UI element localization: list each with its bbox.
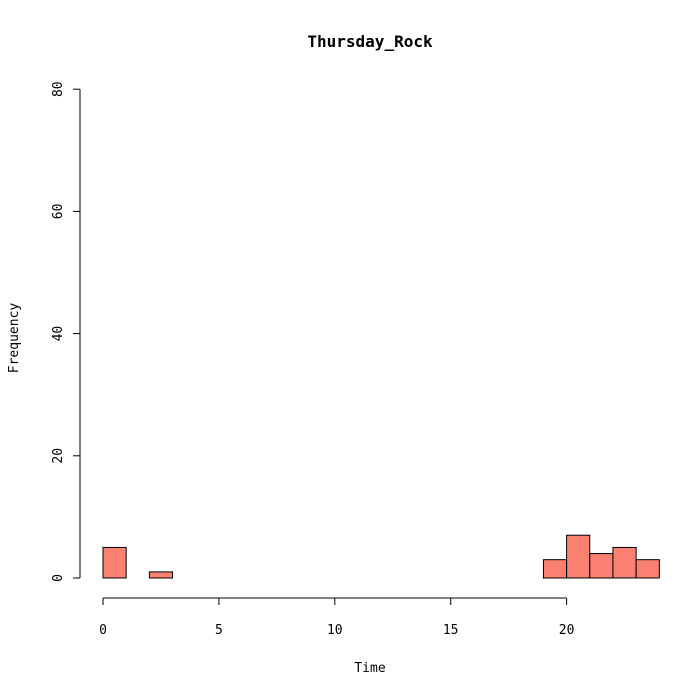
x-tick-label: 5	[215, 623, 223, 638]
x-axis: 0 5 10 15 20	[99, 597, 575, 638]
x-tick-label: 0	[99, 623, 107, 638]
y-tick-label: 40	[51, 326, 66, 342]
histogram-bar	[148, 571, 174, 579]
histogram-bar	[102, 546, 127, 579]
y-tick-label: 60	[51, 204, 66, 220]
histogram-bar	[542, 559, 568, 579]
histogram-bar	[589, 553, 614, 579]
x-axis-label: Time	[354, 661, 385, 676]
y-axis-label: Frequency	[7, 303, 22, 374]
x-tick-label: 20	[559, 623, 575, 638]
x-tick-label: 15	[443, 623, 459, 638]
histogram-bar	[566, 534, 591, 579]
y-tick-label: 0	[51, 574, 66, 582]
y-tick-label: 20	[51, 448, 66, 464]
x-tick-label: 10	[327, 623, 343, 638]
histogram-bar	[635, 559, 660, 579]
histogram-bar	[612, 546, 637, 579]
y-tick-label: 80	[51, 81, 66, 97]
chart-title: Thursday_Rock	[307, 32, 433, 51]
y-axis: 0 20 40 60 80	[51, 81, 81, 582]
bars-group	[102, 534, 660, 579]
